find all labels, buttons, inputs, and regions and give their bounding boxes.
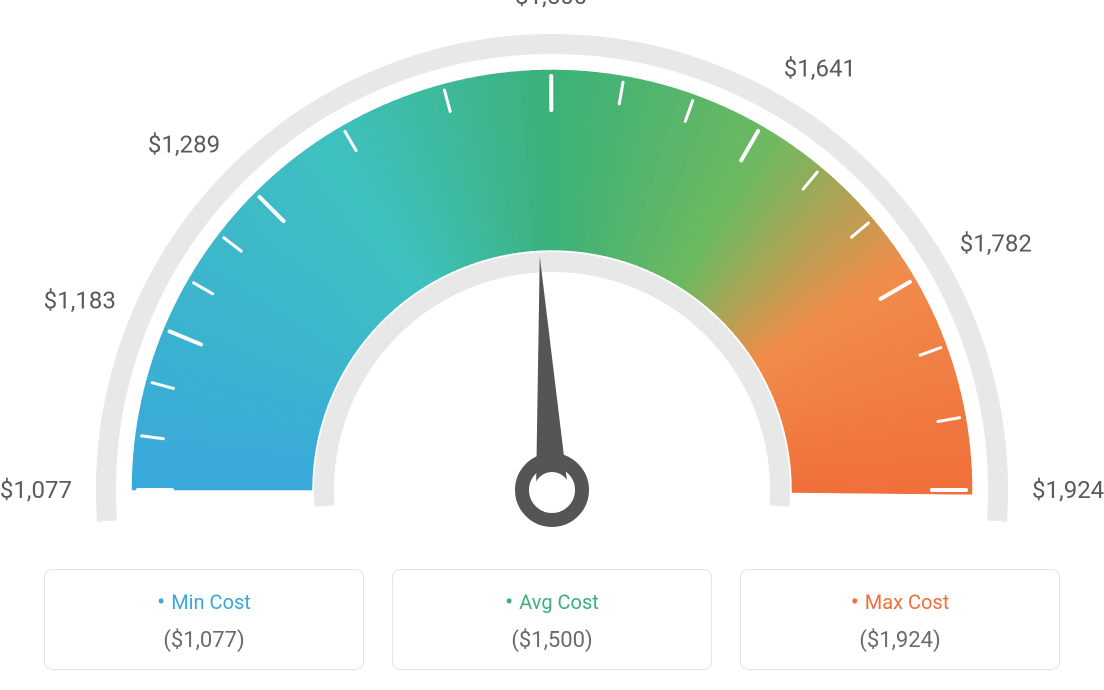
legend-min-value: ($1,077) [55, 628, 353, 653]
gauge-tick-label: $1,924 [1032, 476, 1104, 504]
legend-card-avg: Avg Cost ($1,500) [392, 569, 712, 670]
gauge-tick-label: $1,289 [148, 131, 220, 159]
gauge-tick-label: $1,500 [515, 0, 587, 10]
legend-card-max: Max Cost ($1,924) [740, 569, 1060, 670]
gauge-tick-label: $1,183 [44, 286, 116, 314]
legend-avg-label: Avg Cost [403, 588, 701, 616]
legend-max-value: ($1,924) [751, 628, 1049, 653]
legend-avg-value: ($1,500) [403, 628, 701, 653]
gauge-tick-label: $1,077 [0, 476, 72, 504]
legend-row: Min Cost ($1,077) Avg Cost ($1,500) Max … [0, 569, 1104, 670]
legend-max-label: Max Cost [751, 588, 1049, 616]
legend-card-min: Min Cost ($1,077) [44, 569, 364, 670]
gauge-tick-label: $1,782 [960, 229, 1032, 257]
cost-gauge-chart: $1,077 $1,183 $1,289 $1,500 $1,641 $1,782 $1,9… [0, 0, 1104, 550]
gauge-tick-label: $1,641 [784, 54, 856, 82]
legend-min-label: Min Cost [55, 588, 353, 616]
gauge-svg [52, 30, 1052, 550]
